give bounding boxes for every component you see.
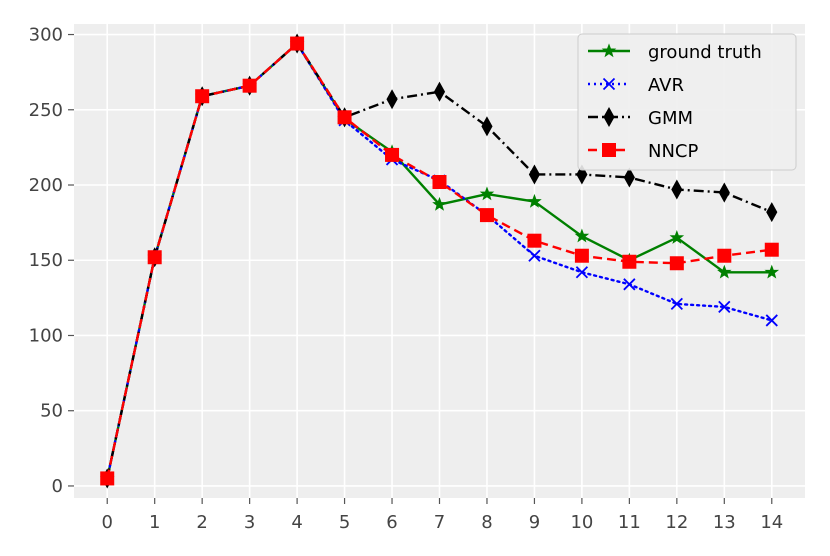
data-point — [432, 175, 447, 189]
data-point — [527, 233, 542, 248]
data-point — [528, 164, 541, 185]
data-point — [432, 196, 447, 211]
data-point — [479, 186, 495, 201]
x-tick-label: 7 — [434, 512, 445, 533]
data-point — [433, 81, 446, 102]
legend-entry: GMM — [588, 106, 693, 129]
legend-entry: ground truth — [588, 42, 762, 63]
legend-entry: NNCP — [588, 141, 698, 162]
data-point — [717, 264, 732, 279]
x-tick-label: 2 — [196, 512, 207, 533]
x-tick-label: 1 — [149, 512, 160, 533]
data-point — [242, 78, 257, 93]
legend-marker — [601, 43, 617, 58]
data-point — [717, 248, 732, 263]
legend-label: ground truth — [648, 42, 762, 63]
data-point — [766, 202, 778, 223]
data-point — [574, 228, 590, 243]
legend-marker — [602, 143, 616, 157]
series-nncp — [100, 36, 779, 486]
legend-label: GMM — [648, 108, 693, 129]
legend-entry: AVR — [588, 75, 684, 96]
data-point — [479, 208, 494, 223]
x-tick-label: 10 — [570, 512, 593, 533]
y-tick-label: 150 — [29, 250, 63, 271]
data-point — [337, 110, 352, 125]
data-point — [622, 254, 637, 269]
data-point — [100, 471, 115, 486]
data-point — [385, 147, 400, 162]
data-point — [669, 256, 684, 271]
x-tick-label: 13 — [713, 512, 736, 533]
data-point — [718, 182, 730, 203]
x-tick-label: 9 — [529, 512, 540, 533]
y-tick-label: 300 — [29, 25, 63, 46]
y-tick-label: 100 — [29, 325, 63, 346]
data-point — [718, 300, 731, 314]
data-point — [623, 278, 636, 291]
x-tick-label: 4 — [291, 512, 302, 533]
data-point — [528, 249, 541, 262]
x-tick-label: 0 — [102, 512, 113, 533]
data-point — [195, 89, 210, 104]
data-point — [481, 116, 493, 137]
data-point — [147, 250, 162, 265]
data-point — [671, 179, 683, 200]
series-line — [106, 42, 773, 479]
data-point — [623, 167, 635, 188]
x-tick-label: 6 — [386, 512, 397, 533]
x-tick-label: 14 — [760, 512, 783, 533]
data-point — [527, 193, 542, 208]
legend-marker — [602, 77, 616, 91]
series-line — [106, 42, 772, 479]
y-tick-label: 250 — [29, 100, 63, 121]
legend-label: AVR — [648, 75, 684, 96]
data-point — [670, 297, 683, 311]
data-point — [669, 230, 685, 244]
legend: ground truth AVR GMM NNCP — [577, 33, 797, 171]
x-tick-label: 5 — [339, 512, 350, 533]
data-point — [764, 264, 780, 279]
x-tick-label: 11 — [618, 512, 641, 533]
x-tick-label: 3 — [244, 512, 255, 533]
legend-box — [577, 33, 797, 171]
data-point — [765, 314, 778, 327]
y-tick-label: 0 — [52, 476, 63, 497]
x-tick-label: 12 — [665, 512, 688, 533]
data-point — [386, 89, 398, 110]
data-point — [575, 266, 589, 279]
legend-label: NNCP — [648, 141, 698, 162]
data-point — [290, 36, 305, 51]
data-point — [574, 248, 589, 263]
legend-marker — [603, 106, 615, 128]
y-tick-label: 200 — [29, 175, 63, 196]
data-point — [764, 242, 779, 257]
x-tick-label: 8 — [481, 512, 492, 533]
y-tick-label: 50 — [40, 401, 63, 422]
